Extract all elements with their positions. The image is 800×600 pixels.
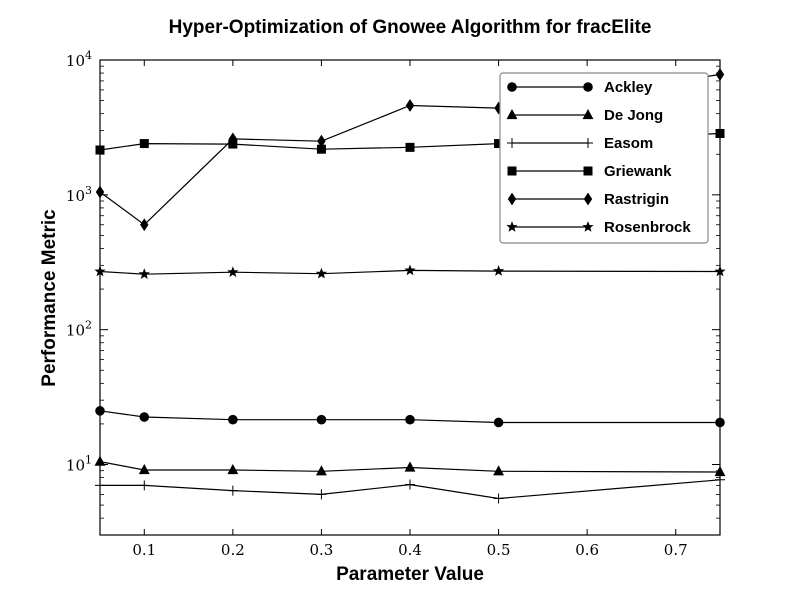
data-point-rosenbrock bbox=[138, 268, 150, 279]
data-point-rosenbrock bbox=[404, 264, 416, 276]
data-point-de-jong bbox=[94, 455, 106, 466]
data-point-easom bbox=[227, 485, 238, 496]
data-point-rosenbrock bbox=[315, 267, 328, 279]
x-tick-label: 0.4 bbox=[398, 541, 422, 559]
data-point-de-jong bbox=[315, 465, 327, 476]
legend-marker bbox=[506, 221, 518, 232]
legend-marker bbox=[507, 82, 517, 92]
legend-label: Ackley bbox=[604, 79, 653, 96]
data-point-de-jong bbox=[493, 465, 505, 476]
series-ackley bbox=[95, 406, 725, 428]
legend-marker bbox=[583, 192, 593, 206]
data-point-rastrigin bbox=[405, 99, 415, 112]
x-axis-label: Parameter Value bbox=[336, 564, 484, 585]
legend-marker bbox=[583, 166, 593, 176]
y-axis-label: Performance Metric bbox=[39, 209, 60, 387]
series-rastrigin bbox=[95, 68, 725, 232]
data-point-rastrigin bbox=[95, 185, 105, 199]
data-point-ackley bbox=[95, 406, 105, 416]
data-point-rastrigin bbox=[317, 134, 326, 148]
data-point-easom bbox=[715, 474, 725, 485]
x-tick-label: 0.7 bbox=[664, 541, 688, 559]
data-point-de-jong bbox=[714, 465, 726, 477]
data-point-de-jong bbox=[227, 463, 239, 475]
x-tick-label: 0.5 bbox=[487, 541, 511, 559]
legend-marker bbox=[583, 138, 593, 148]
data-point-rastrigin bbox=[715, 68, 725, 81]
y-tick-label: 102 bbox=[66, 319, 92, 340]
legend-item-rastrigin: Rastrigin bbox=[507, 191, 669, 208]
series-rosenbrock bbox=[94, 264, 726, 279]
legend-label: Rosenbrock bbox=[604, 219, 691, 236]
legend-label: De Jong bbox=[604, 107, 663, 124]
legend-box bbox=[499, 72, 709, 244]
data-point-easom bbox=[493, 493, 504, 504]
legend-item-de-jong: De Jong bbox=[506, 107, 663, 124]
legend-marker bbox=[582, 221, 594, 232]
legend-item-rosenbrock: Rosenbrock bbox=[506, 219, 691, 236]
x-tick-label: 0.6 bbox=[575, 541, 599, 559]
data-point-de-jong bbox=[404, 461, 416, 472]
x-tick-label: 0.1 bbox=[132, 541, 156, 559]
legend: Ackley De Jong Easom Griewank Rastrigin Rosen… bbox=[499, 72, 709, 244]
legend-marker bbox=[507, 192, 517, 206]
legend-label: Easom bbox=[604, 135, 653, 152]
series-easom bbox=[95, 474, 725, 504]
data-point-ackley bbox=[316, 414, 327, 425]
legend-marker bbox=[583, 82, 593, 92]
data-point-ackley bbox=[405, 414, 415, 425]
data-point-easom bbox=[95, 480, 105, 491]
y-tick-label: 101 bbox=[66, 453, 92, 474]
data-point-griewank bbox=[405, 142, 415, 152]
data-point-griewank bbox=[715, 129, 725, 139]
series-layer bbox=[94, 68, 726, 504]
y-tick-label: 104 bbox=[66, 49, 92, 70]
data-point-ackley bbox=[139, 412, 150, 422]
data-point-rosenbrock bbox=[492, 265, 505, 276]
data-point-easom bbox=[405, 479, 415, 490]
legend-label: Griewank bbox=[604, 163, 672, 180]
data-point-rosenbrock bbox=[714, 265, 726, 277]
data-point-ackley bbox=[228, 414, 238, 425]
legend-marker bbox=[507, 138, 517, 148]
x-tick-label: 0.3 bbox=[309, 541, 333, 559]
data-point-ackley bbox=[715, 417, 725, 428]
series-de-jong bbox=[94, 455, 726, 477]
data-point-rosenbrock bbox=[227, 266, 239, 277]
y-tick-label: 103 bbox=[66, 184, 92, 205]
legend-marker bbox=[506, 108, 518, 120]
data-point-ackley bbox=[493, 417, 504, 428]
data-point-griewank bbox=[139, 139, 149, 149]
legend-marker bbox=[507, 166, 517, 176]
chart-title: Hyper-Optimization of Gnowee Algorithm f… bbox=[169, 17, 652, 38]
x-tick-label: 0.2 bbox=[221, 541, 245, 559]
legend-item-griewank: Griewank bbox=[507, 163, 672, 180]
data-point-rastrigin bbox=[228, 132, 238, 146]
legend-label: Rastrigin bbox=[604, 191, 669, 208]
data-point-easom bbox=[139, 480, 150, 491]
legend-marker bbox=[582, 108, 594, 120]
data-point-de-jong bbox=[138, 463, 150, 475]
legend-item-ackley: Ackley bbox=[507, 79, 653, 96]
axis-ticks: 0.1 0.2 0.3 0.4 0.5 0.6 0.7 101 102 103 104 bbox=[66, 49, 720, 559]
data-point-rastrigin bbox=[140, 218, 149, 232]
data-point-griewank bbox=[95, 145, 105, 155]
legend-item-easom: Easom bbox=[507, 135, 653, 152]
data-point-easom bbox=[316, 489, 327, 500]
data-point-rosenbrock bbox=[94, 265, 106, 277]
